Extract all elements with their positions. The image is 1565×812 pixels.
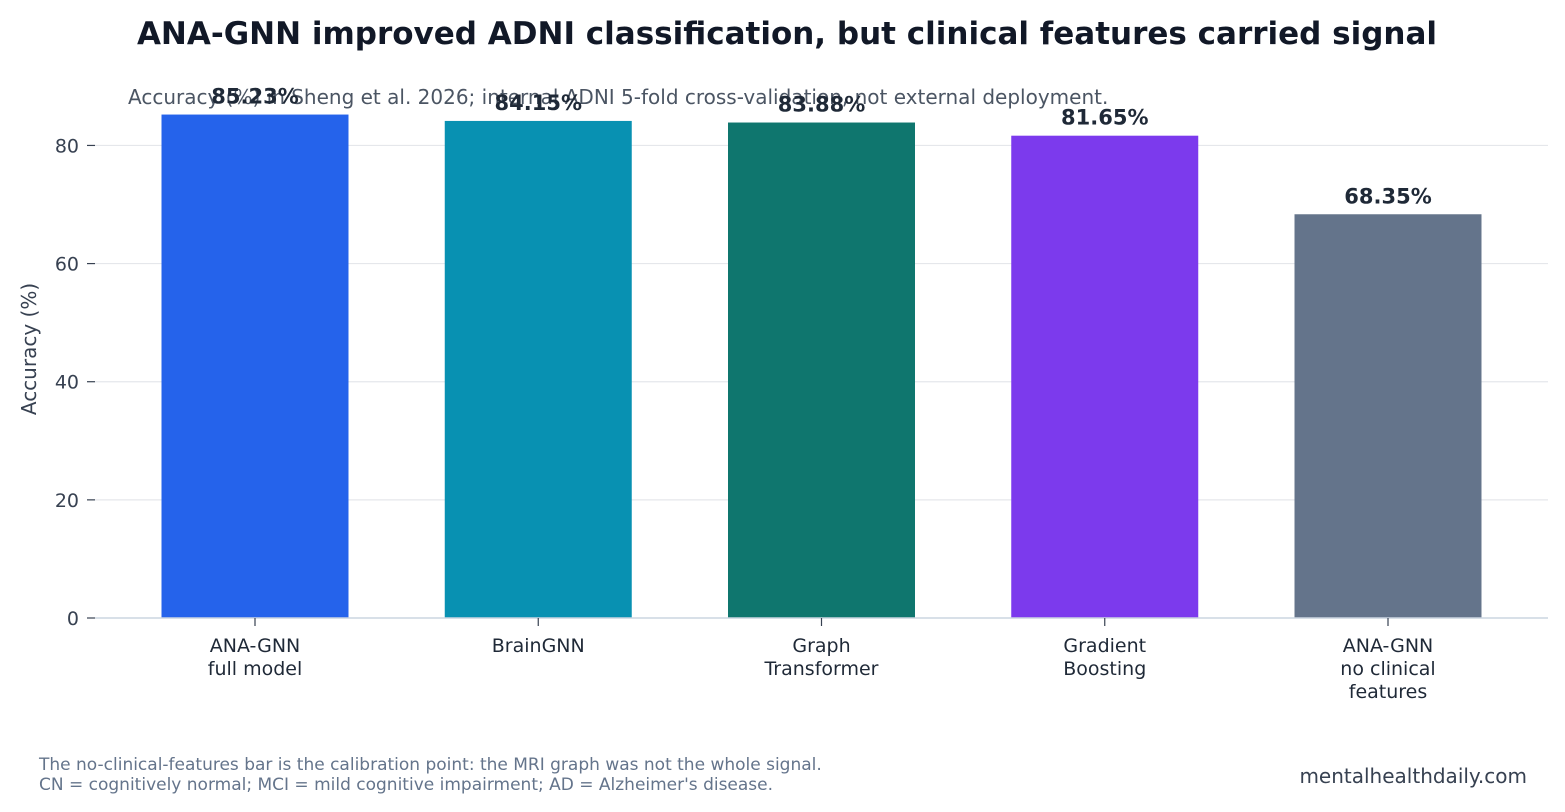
x-tick-label-1: BrainGNN — [492, 635, 585, 657]
source-credit: mentalhealthdaily.com — [1299, 764, 1527, 788]
bar-3 — [1011, 135, 1199, 618]
value-label-1: 84.15% — [495, 91, 582, 115]
bars: 85.23% 84.15% 83.88% 81.65% 68.35% — [161, 85, 1482, 619]
y-tick-label-4: 80 — [55, 135, 79, 157]
y-axis-label: Accuracy (%) — [17, 283, 41, 415]
x-tick-label-4: ANA-GNN no clinical features — [1340, 635, 1435, 703]
bar-4 — [1294, 214, 1482, 619]
y-tick-label-0: 0 — [67, 608, 79, 630]
footnote-line-1: The no-clinical-features bar is the cali… — [38, 755, 822, 775]
x-tick-label-2-line-0: Graph — [792, 635, 850, 657]
bar-2 — [728, 122, 915, 618]
y-tick-label-1: 20 — [55, 490, 79, 512]
chart-subtitle: Accuracy (%) in Sheng et al. 2026; inter… — [128, 85, 1108, 109]
bar-0 — [161, 114, 349, 618]
x-tick-label-4-line-2: features — [1349, 681, 1428, 703]
y-tick-label-2: 40 — [55, 372, 79, 394]
x-tick-label-0-line-0: ANA-GNN — [210, 635, 301, 657]
x-tick-label-3-line-0: Gradient — [1063, 635, 1146, 657]
x-tick-label-2: Graph Transformer — [763, 635, 878, 680]
chart-title: ANA-GNN improved ADNI classification, bu… — [137, 16, 1437, 52]
x-tick-label-0: ANA-GNN full model — [208, 635, 303, 680]
value-label-0: 85.23% — [211, 85, 298, 109]
x-tick-label-1-line-0: BrainGNN — [492, 635, 585, 657]
x-tick-label-4-line-0: ANA-GNN — [1343, 635, 1434, 657]
x-tick-label-0-line-1: full model — [208, 658, 303, 680]
y-tick-label-3: 60 — [55, 254, 79, 276]
x-tick-label-2-line-1: Transformer — [763, 658, 878, 680]
bar-1 — [444, 120, 632, 618]
value-label-3: 81.65% — [1061, 106, 1148, 130]
value-label-4: 68.35% — [1344, 184, 1431, 208]
value-label-2: 83.88% — [778, 93, 865, 117]
x-tick-label-3-line-1: Boosting — [1063, 658, 1146, 680]
x-tick-label-4-line-1: no clinical — [1340, 658, 1435, 680]
footnote-line-2: CN = cognitively normal; MCI = mild cogn… — [39, 775, 773, 795]
x-tick-label-3: Gradient Boosting — [1063, 635, 1146, 680]
